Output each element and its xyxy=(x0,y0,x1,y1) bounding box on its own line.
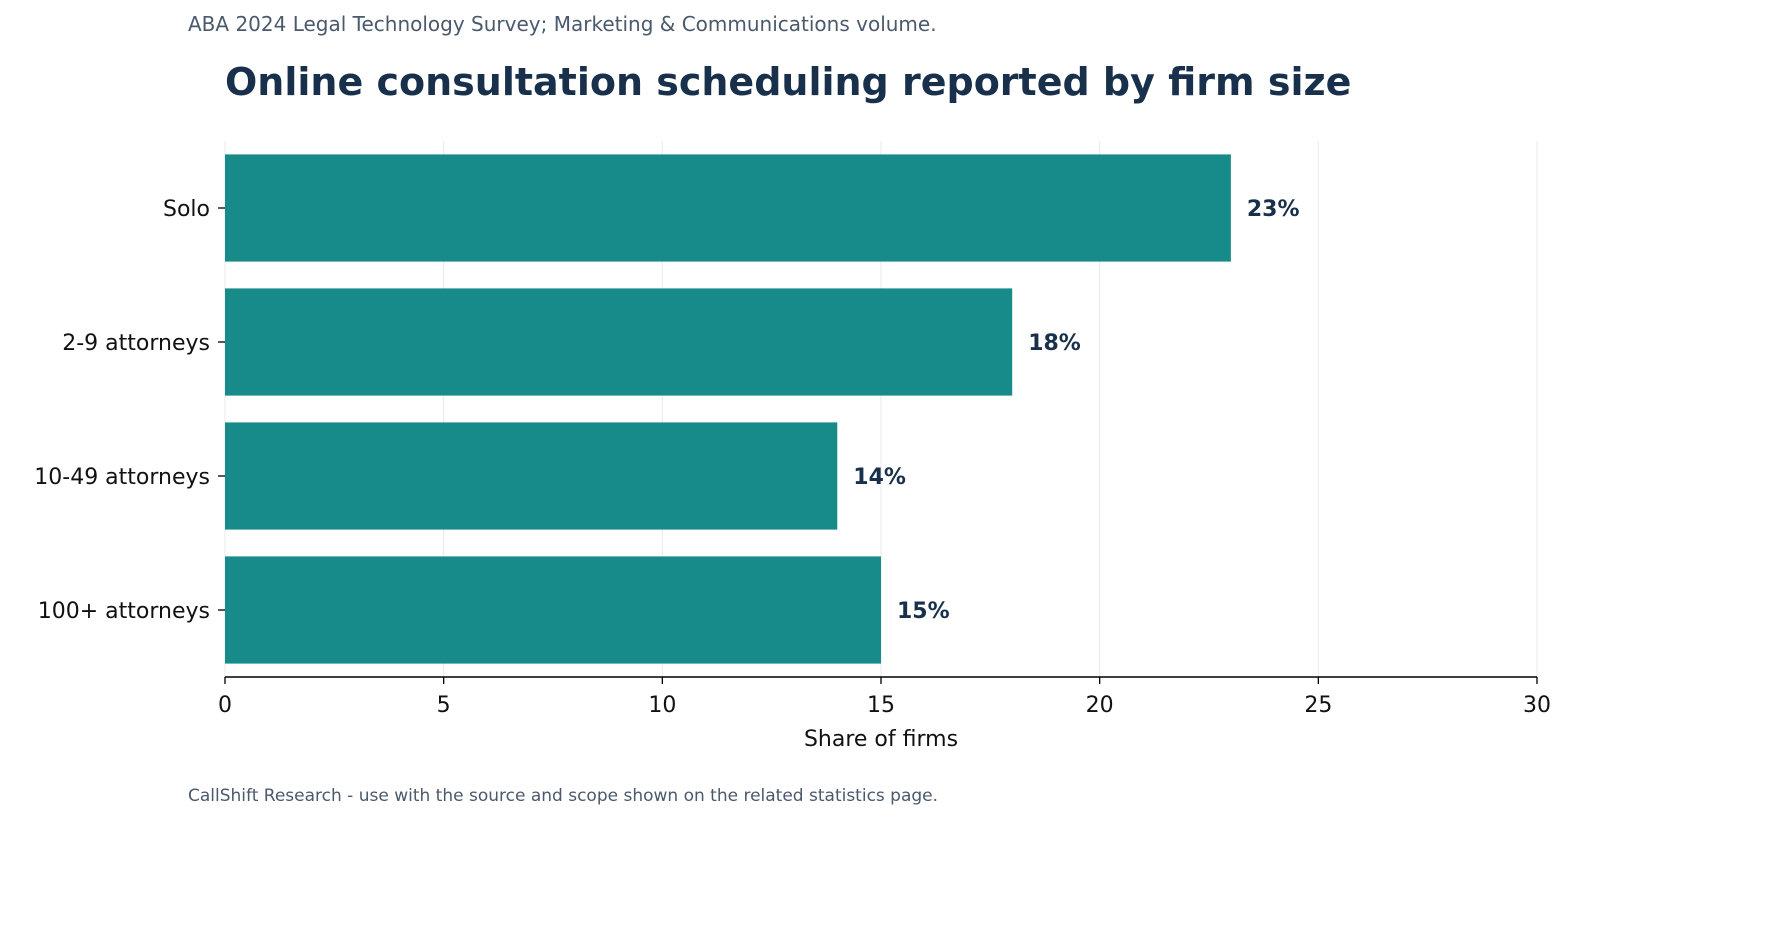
bar xyxy=(225,556,881,664)
bar-value-label: 18% xyxy=(1028,331,1081,356)
y-tick-label: 2-9 attorneys xyxy=(62,331,210,356)
chart-subtitle: ABA 2024 Legal Technology Survey; Market… xyxy=(188,12,937,36)
x-axis-label: Share of firms xyxy=(804,727,958,752)
x-tick-label: 25 xyxy=(1304,693,1332,718)
footer-note: CallShift Research - use with the source… xyxy=(188,786,939,806)
x-tick-label: 15 xyxy=(867,693,895,718)
bar xyxy=(225,288,1013,396)
bar-value-label: 15% xyxy=(897,599,950,624)
chart-title: Online consultation scheduling reported … xyxy=(225,60,1352,104)
y-tick-label: 10-49 attorneys xyxy=(34,465,210,490)
y-tick-label: Solo xyxy=(163,197,210,222)
bar-value-label: 23% xyxy=(1247,197,1300,222)
bar-value-label: 14% xyxy=(853,465,906,490)
x-tick-label: 0 xyxy=(218,693,232,718)
bar xyxy=(225,154,1231,262)
x-tick-label: 30 xyxy=(1523,693,1551,718)
y-tick-label: 100+ attorneys xyxy=(38,599,210,624)
x-tick-label: 10 xyxy=(648,693,676,718)
x-tick-label: 5 xyxy=(437,693,451,718)
x-tick-label: 20 xyxy=(1086,693,1114,718)
bar xyxy=(225,422,838,530)
